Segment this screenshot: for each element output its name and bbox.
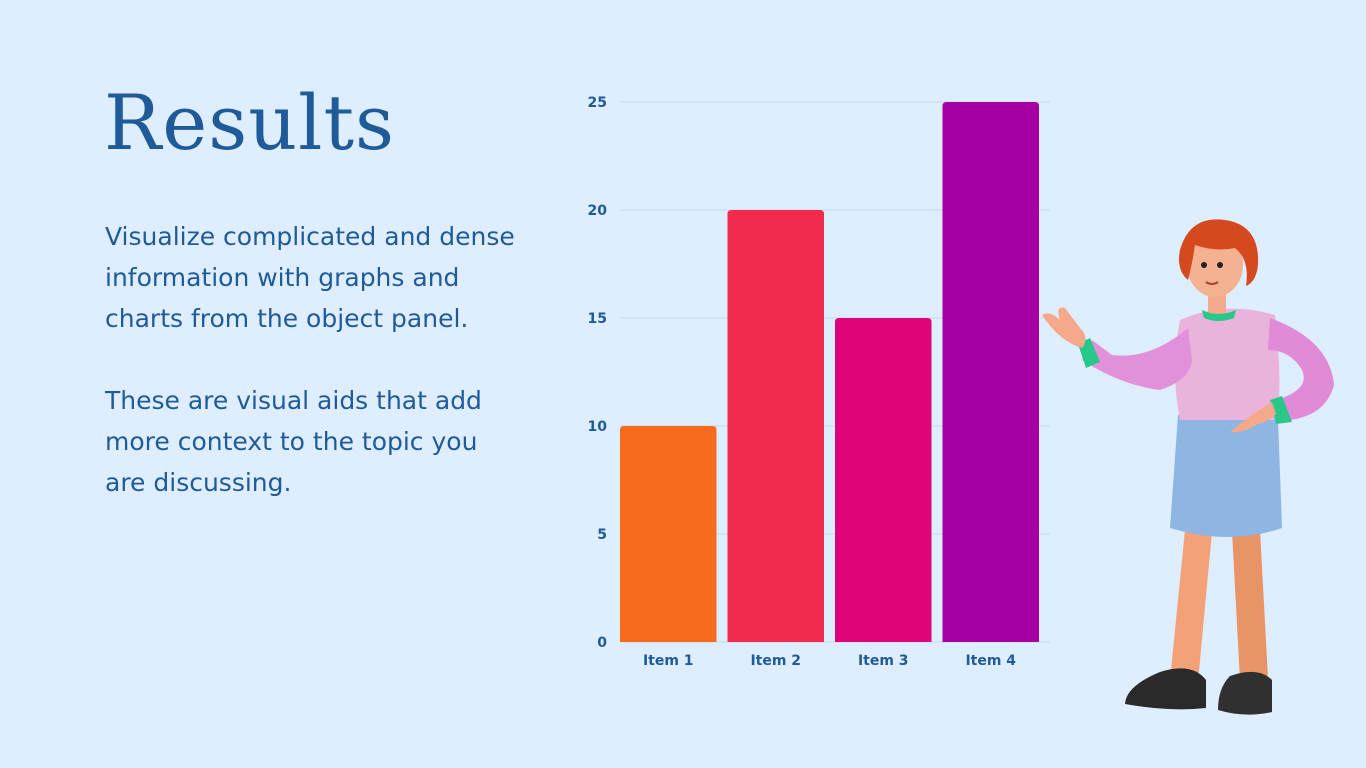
body-paragraph-1: Visualize complicated and dense informat… xyxy=(105,222,515,333)
woman-presenting-icon xyxy=(1042,219,1334,715)
y-tick-label: 20 xyxy=(588,203,608,219)
y-tick-label: 25 xyxy=(588,95,607,111)
y-tick-label: 5 xyxy=(597,527,607,543)
y-tick-label: 10 xyxy=(588,419,608,435)
x-tick-label: Item 1 xyxy=(643,653,694,669)
y-tick-label: 0 xyxy=(597,635,607,651)
bar xyxy=(942,102,1039,642)
x-tick-label: Item 3 xyxy=(858,653,909,669)
bar xyxy=(835,318,932,642)
x-tick-label: Item 2 xyxy=(750,653,801,669)
y-tick-label: 15 xyxy=(588,311,607,327)
bar xyxy=(620,426,717,642)
slide-title: Results xyxy=(104,78,395,167)
bar-chart: 0 5 10 15 20 25 Item 1 Item 2 Item 3 Item 4 xyxy=(588,95,1050,669)
body-text: Visualize complicated and dense informat… xyxy=(105,216,525,544)
body-paragraph-2: These are visual aids that add more cont… xyxy=(105,386,482,497)
bar xyxy=(727,210,824,642)
x-tick-label: Item 4 xyxy=(965,653,1016,669)
